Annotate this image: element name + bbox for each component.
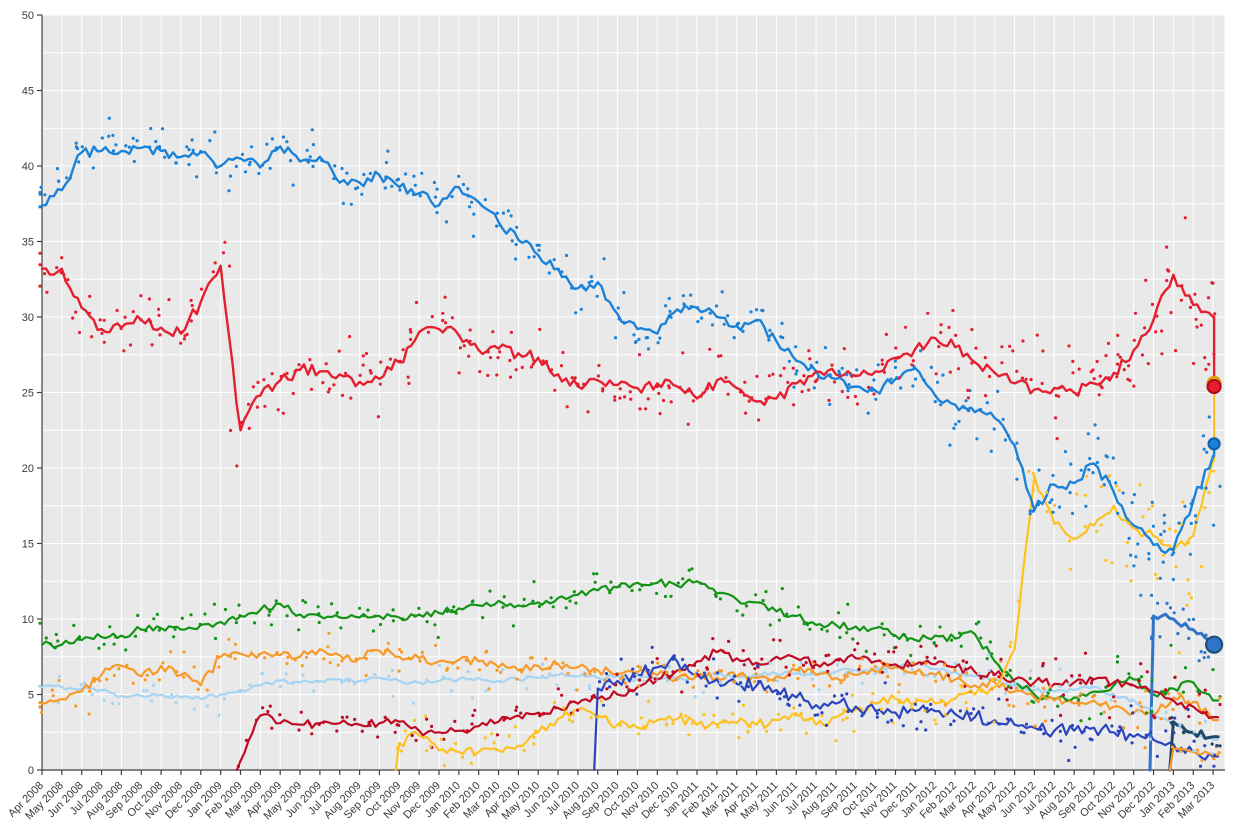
series-gold-dots <box>395 383 1222 768</box>
series-dark-navy-dots <box>1169 716 1222 748</box>
series-orange-dots <box>38 631 1222 750</box>
series-dark-red-dots <box>236 637 1222 768</box>
y-tick-label: 45 <box>22 86 34 98</box>
series-green-dots <box>38 567 1222 723</box>
y-tick-label: 20 <box>22 463 34 475</box>
series-royal-blue-dots <box>1150 593 1217 663</box>
election-result-marker-red <box>1206 378 1222 395</box>
y-tick-label: 5 <box>28 690 34 702</box>
y-tick-label: 40 <box>22 161 34 173</box>
y-tick-label: 30 <box>22 312 34 324</box>
series-blue-line <box>40 145 1216 555</box>
y-tick-label: 10 <box>22 614 34 626</box>
series-navy-dots <box>597 645 1217 768</box>
series-dark-red-line <box>235 648 1220 772</box>
y-tick-label: 35 <box>22 237 34 249</box>
series-orange-line <box>40 647 1220 722</box>
y-tick-label: 15 <box>22 539 34 551</box>
series-blue-dots <box>38 116 1222 620</box>
y-axis-labels: 0 5 10 15 20 25 30 35 40 45 50 <box>22 10 42 777</box>
series-red-dots <box>38 216 1217 468</box>
election-result-marker-blue <box>1207 437 1221 451</box>
election-result-marker-royal-blue <box>1204 635 1224 654</box>
series-navy-line <box>593 655 1220 772</box>
y-tick-label: 0 <box>28 765 34 777</box>
y-tick-label: 50 <box>22 10 34 22</box>
series-red-line <box>40 264 1216 432</box>
series-orange-2-dots <box>1170 745 1221 763</box>
y-tick-label: 25 <box>22 388 34 400</box>
series-green-line <box>40 578 1220 702</box>
